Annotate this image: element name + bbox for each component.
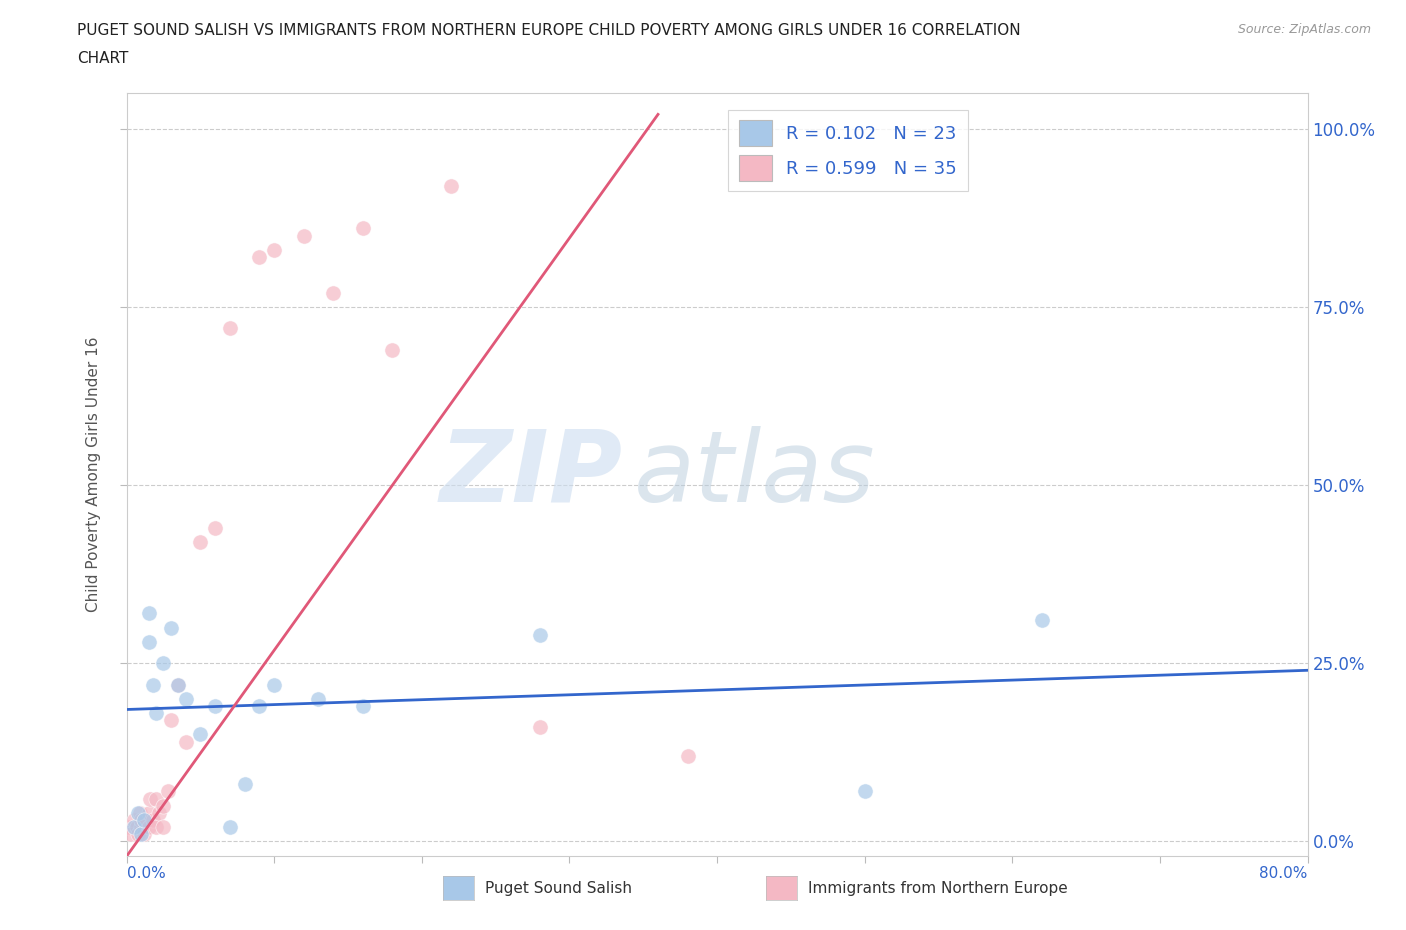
Point [156, 784, 179, 799]
Point [167, 677, 190, 692]
Legend: R = 0.102   N = 23, R = 0.599   N = 35: R = 0.102 N = 23, R = 0.599 N = 35 [728, 110, 967, 192]
Point [127, 827, 149, 842]
Point [145, 791, 167, 806]
Point [292, 228, 315, 243]
Point [129, 819, 153, 834]
Point [160, 712, 183, 727]
Point [263, 243, 285, 258]
Point [233, 777, 256, 791]
Text: Puget Sound Salish: Puget Sound Salish [485, 881, 633, 896]
Point [174, 691, 197, 706]
Point [204, 520, 226, 535]
Point [122, 819, 145, 834]
Text: ZIP: ZIP [440, 426, 623, 523]
Point [381, 342, 404, 357]
Point [115, 819, 138, 834]
Point [188, 727, 212, 742]
Point [249, 249, 271, 264]
Point [204, 698, 226, 713]
Point [152, 656, 174, 671]
Point [148, 805, 170, 820]
Point [188, 535, 212, 550]
Point [122, 813, 145, 828]
Point [440, 179, 463, 193]
Point [529, 627, 551, 642]
Point [138, 634, 160, 649]
Point [263, 677, 285, 692]
Point [138, 605, 160, 620]
Point [125, 819, 148, 834]
Text: 80.0%: 80.0% [1260, 866, 1308, 882]
Point [352, 698, 374, 713]
Point [152, 819, 174, 834]
Text: atlas: atlas [634, 426, 876, 523]
Point [174, 734, 197, 749]
Y-axis label: Child Poverty Among Girls Under 16: Child Poverty Among Girls Under 16 [86, 337, 101, 612]
Text: Immigrants from Northern Europe: Immigrants from Northern Europe [808, 881, 1069, 896]
Point [120, 827, 142, 842]
Text: Source: ZipAtlas.com: Source: ZipAtlas.com [1237, 23, 1371, 36]
Point [139, 791, 162, 806]
Text: 0.0%: 0.0% [127, 866, 166, 882]
Point [129, 827, 153, 842]
Point [142, 813, 165, 828]
Point [352, 221, 374, 236]
Point [249, 698, 271, 713]
Point [142, 677, 165, 692]
Point [676, 749, 699, 764]
Point [152, 798, 174, 813]
Point [853, 784, 876, 799]
Text: PUGET SOUND SALISH VS IMMIGRANTS FROM NORTHERN EUROPE CHILD POVERTY AMONG GIRLS : PUGET SOUND SALISH VS IMMIGRANTS FROM NO… [77, 23, 1021, 38]
Point [1031, 613, 1053, 628]
Point [128, 805, 150, 820]
Point [219, 321, 242, 336]
Point [138, 819, 160, 834]
Point [145, 706, 167, 721]
Point [529, 720, 551, 735]
Point [127, 805, 149, 820]
Point [134, 827, 156, 842]
Point [145, 819, 167, 834]
Point [138, 805, 160, 820]
Point [134, 813, 156, 828]
Point [219, 819, 242, 834]
Point [160, 620, 183, 635]
Point [129, 813, 153, 828]
Point [308, 691, 330, 706]
Point [167, 677, 190, 692]
Point [135, 813, 157, 828]
Text: CHART: CHART [77, 51, 129, 66]
Point [322, 286, 344, 300]
